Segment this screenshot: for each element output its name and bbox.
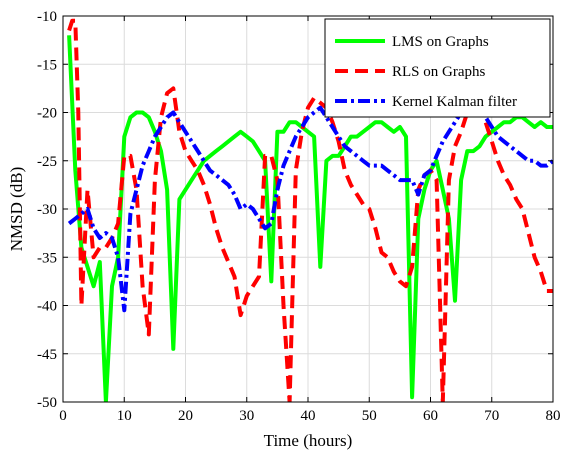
- legend-label-kkf: Kernel Kalman filter: [392, 94, 517, 110]
- axis-ticks: 0 10 20 30 40 50 60 70 80 -50 -45 -40 -35 -30 -25 -20 -1…: [37, 9, 561, 424]
- x-tick-label: 80: [546, 408, 561, 424]
- y-tick-label: -45: [37, 347, 57, 363]
- y-tick-label: -50: [37, 395, 57, 411]
- y-tick-label: -10: [37, 9, 57, 25]
- x-tick-label: 50: [362, 408, 377, 424]
- x-tick-label: 40: [301, 408, 316, 424]
- y-tick-label: -40: [37, 299, 57, 315]
- x-tick-label: 60: [423, 408, 438, 424]
- x-tick-label: 30: [239, 408, 254, 424]
- y-tick-label: -15: [37, 57, 57, 73]
- y-tick-label: -25: [37, 154, 57, 170]
- x-tick-label: 10: [117, 408, 132, 424]
- y-tick-label: -35: [37, 250, 57, 266]
- y-tick-label: -30: [37, 202, 57, 218]
- series-line-lms-on-graphs: [67, 35, 553, 402]
- x-tick-label: 70: [484, 408, 499, 424]
- y-tick-label: -20: [37, 106, 57, 122]
- legend-label-lms: LMS on Graphs: [392, 34, 489, 50]
- legend-label-rls: RLS on Graphs: [392, 64, 485, 80]
- x-tick-label: 20: [178, 408, 193, 424]
- x-tick-label: 0: [59, 408, 67, 424]
- y-axis-label: NMSD (dB): [7, 167, 26, 252]
- legend: LMS on Graphs RLS on Graphs Kernel Kalma…: [324, 18, 551, 118]
- x-axis-label: Time (hours): [264, 431, 353, 450]
